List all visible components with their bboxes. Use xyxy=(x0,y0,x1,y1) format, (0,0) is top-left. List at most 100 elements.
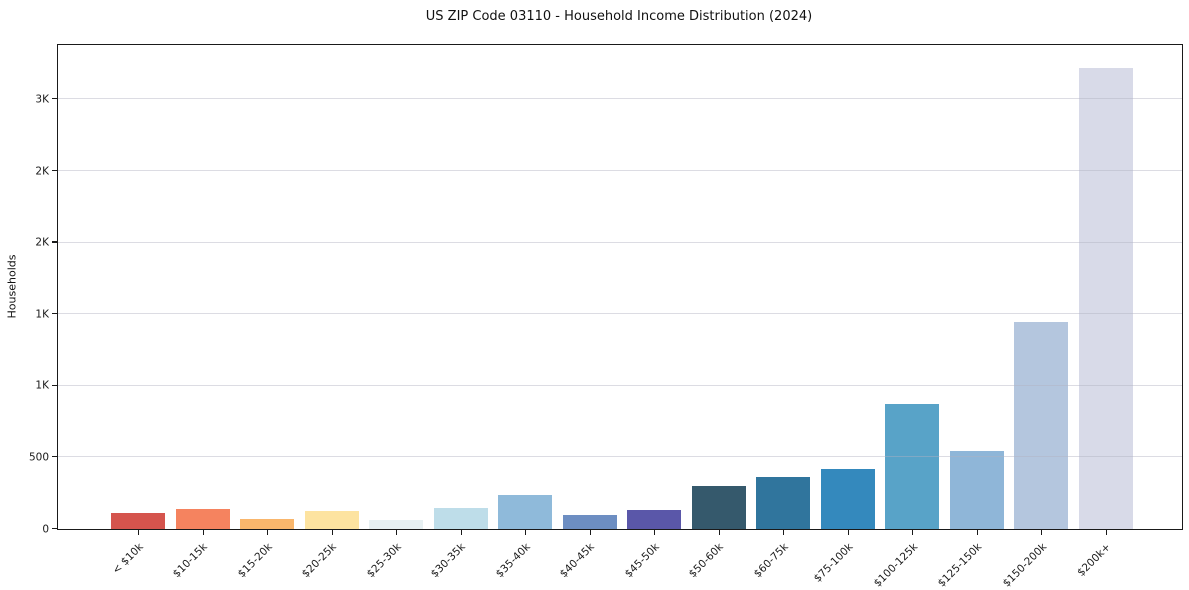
x-label-slot: $60-75k xyxy=(750,534,815,590)
x-tick-label: $75-100k xyxy=(811,541,856,585)
chart-title: US ZIP Code 03110 - Household Income Dis… xyxy=(425,9,813,24)
x-label-slot: $50-60k xyxy=(686,534,751,590)
y-tick-label: 2K xyxy=(35,236,49,249)
bar-$40-45k xyxy=(562,514,617,529)
x-tick-mark xyxy=(1105,530,1107,535)
x-label-slot: $45-50k xyxy=(621,534,686,590)
bars-group xyxy=(106,45,1138,529)
x-tick-mark xyxy=(976,530,978,535)
y-tick-mark xyxy=(52,456,57,458)
x-tick-label: $45-50k xyxy=(622,541,662,581)
x-tick-mark xyxy=(783,530,785,535)
bar-slot xyxy=(364,45,429,529)
x-tick-mark xyxy=(1041,530,1043,535)
bar-slot xyxy=(300,45,365,529)
bar-$100-125k xyxy=(885,404,940,529)
x-tick-label: $125-150k xyxy=(935,541,985,590)
x-label-slot: $125-150k xyxy=(936,534,1009,590)
y-tick-mark xyxy=(52,527,57,529)
y-tick-label: 2K xyxy=(35,164,49,177)
y-tick-mark xyxy=(52,241,57,243)
x-label-slot: $100-125k xyxy=(871,534,944,590)
bar-< $10k xyxy=(111,512,166,529)
y-tick-mark xyxy=(52,98,57,100)
bar-slot xyxy=(622,45,687,529)
x-tick-label: $200k+ xyxy=(1075,541,1114,579)
bar-$10-15k xyxy=(175,509,230,529)
x-tick-label: $15-20k xyxy=(235,541,275,581)
x-label-slot: < $10k xyxy=(105,534,170,590)
bar-$125-150k xyxy=(949,451,1004,529)
y-tick-mark xyxy=(52,384,57,386)
x-tick-mark xyxy=(847,530,849,535)
x-tick-mark xyxy=(267,530,269,535)
bar-$30-35k xyxy=(433,507,488,529)
bar-$60-75k xyxy=(756,477,811,529)
x-tick-label: $50-60k xyxy=(687,541,727,581)
bar-slot xyxy=(1009,45,1074,529)
x-tick-label: $100-125k xyxy=(871,541,920,590)
x-tick-label: $150-200k xyxy=(1000,541,1049,590)
x-tick-label: $30-35k xyxy=(429,541,469,581)
y-axis-label: Households xyxy=(5,254,19,319)
x-tick-label: $40-45k xyxy=(558,541,598,581)
bar-$25-30k xyxy=(369,520,424,529)
bar-$150-200k xyxy=(1014,322,1069,529)
bar-slot xyxy=(751,45,816,529)
x-label-slot: $75-100k xyxy=(811,534,880,590)
x-tick-mark xyxy=(912,530,914,535)
x-tick-mark xyxy=(718,530,720,535)
y-tick-mark xyxy=(52,169,57,171)
x-tick-mark xyxy=(654,530,656,535)
x-tick-label: $20-25k xyxy=(300,541,340,581)
bar-$45-50k xyxy=(627,510,682,529)
bar-slot xyxy=(171,45,236,529)
bar-$20-25k xyxy=(304,510,359,529)
bar-$35-40k xyxy=(498,494,553,529)
bar-$75-100k xyxy=(820,468,875,529)
y-tick-label: 0 xyxy=(42,522,49,535)
x-tick-label: < $10k xyxy=(110,541,146,577)
x-tick-label: $25-30k xyxy=(364,541,404,581)
y-tick-mark xyxy=(52,313,57,315)
bar-slot xyxy=(493,45,558,529)
y-tick-label: 500 xyxy=(28,451,49,464)
bar-slot xyxy=(1074,45,1139,529)
bar-$200k+ xyxy=(1078,67,1133,529)
x-label-slot: $35-40k xyxy=(492,534,557,590)
x-tick-mark xyxy=(525,530,527,535)
x-tick-mark xyxy=(396,530,398,535)
x-tick-label: $10-15k xyxy=(171,541,211,581)
y-tick-label: 3K xyxy=(35,93,49,106)
x-tick-mark xyxy=(138,530,140,535)
bar-$15-20k xyxy=(240,518,295,529)
x-axis-labels: < $10k $10-15k $15-20k $20-25k $25-30k $30-35… xyxy=(105,534,1137,590)
y-tick-label: 1K xyxy=(35,307,49,320)
y-tick-label: 1K xyxy=(35,379,49,392)
x-label-slot: $40-45k xyxy=(557,534,622,590)
bar-slot xyxy=(429,45,494,529)
x-label-slot: $25-30k xyxy=(363,534,428,590)
x-tick-mark xyxy=(589,530,591,535)
x-label-slot: $30-35k xyxy=(428,534,493,590)
plot-area: 0 500 1K 1K 2K 2K 3K xyxy=(29,44,1183,535)
bar-slot xyxy=(235,45,300,529)
x-tick-label: $35-40k xyxy=(493,541,533,581)
bar-slot xyxy=(558,45,623,529)
x-label-slot: $15-20k xyxy=(234,534,299,590)
bar-slot xyxy=(816,45,881,529)
x-tick-label: $60-75k xyxy=(751,541,791,581)
x-label-slot: $200k+ xyxy=(1073,534,1138,590)
bar-slot xyxy=(106,45,171,529)
x-tick-mark xyxy=(460,530,462,535)
x-label-slot: $20-25k xyxy=(299,534,364,590)
x-label-slot: $150-200k xyxy=(1000,534,1073,590)
bar-slot xyxy=(945,45,1010,529)
x-label-slot: $10-15k xyxy=(170,534,235,590)
x-tick-mark xyxy=(331,530,333,535)
bar-slot xyxy=(880,45,945,529)
x-tick-mark xyxy=(202,530,204,535)
bar-slot xyxy=(687,45,752,529)
bar-$50-60k xyxy=(691,486,746,529)
